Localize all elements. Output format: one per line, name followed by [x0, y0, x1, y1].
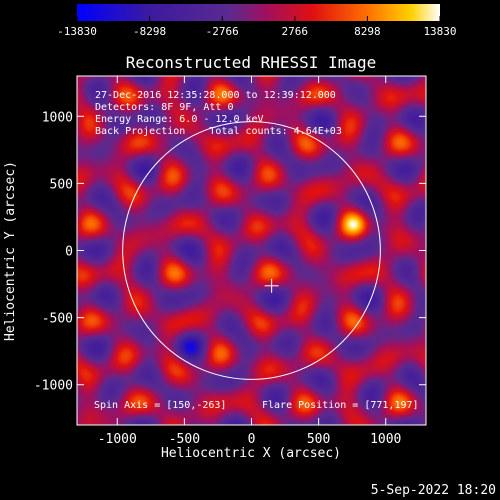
colorbar-tick-label: -8298 [133, 25, 166, 38]
heatmap-image [77, 76, 426, 425]
y-tick-label: -1000 [34, 379, 73, 394]
spin-axis-label: Spin Axis = [150,-263] [94, 400, 226, 411]
info-method-counts: Back Projection Total counts: 4.64E+03 [95, 126, 342, 137]
x-axis-tick-labels: -1000 -500 0 500 1000 [98, 432, 402, 447]
colorbar-tick-label: -2766 [206, 25, 239, 38]
info-time-range: 27-Dec-2016 12:35:28.000 to 12:39:12.000 [95, 90, 336, 101]
date-stamp: 5-Sep-2022 18:20 [371, 483, 496, 498]
y-axis-tick-labels: -1000 -500 0 500 1000 [34, 110, 73, 393]
observation-info: 27-Dec-2016 12:35:28.000 to 12:39:12.000… [95, 90, 342, 137]
info-detectors: Detectors: 8F 9F, Att 0 [95, 102, 233, 113]
x-tick-label: -500 [169, 432, 200, 447]
y-axis-label: Heliocentric Y (arcsec) [3, 161, 18, 341]
flare-position-label: Flare Position = [771,197] [262, 400, 419, 411]
x-tick-label: 500 [307, 432, 330, 447]
chart-title: Reconstructed RHESSI Image [126, 53, 376, 72]
y-axis-ticks [77, 115, 426, 386]
x-axis-label: Heliocentric X (arcsec) [161, 446, 341, 461]
y-tick-label: -500 [42, 312, 73, 327]
colorbar-tick-label: -13830 [57, 25, 97, 38]
x-tick-label: 0 [248, 432, 256, 447]
solar-disk-outline [122, 121, 381, 380]
colorbar-tick-label: 13830 [423, 25, 456, 38]
info-energy-range: Energy Range: 6.0 - 12.0 keV [95, 114, 264, 125]
spin-axis-marker [264, 278, 279, 293]
x-tick-label: 1000 [370, 432, 401, 447]
y-tick-label: 500 [50, 177, 73, 192]
colorbar-tick-label: 2766 [282, 25, 309, 38]
colorbar: -13830 -8298 -2766 2766 8298 13830 [57, 4, 457, 38]
colorbar-ticks [76, 16, 441, 21]
colorbar-tick-labels: -13830 -8298 -2766 2766 8298 13830 [57, 25, 456, 38]
colorbar-gradient [77, 4, 440, 21]
colorbar-tick-label: 8298 [354, 25, 381, 38]
y-tick-label: 1000 [42, 110, 73, 125]
x-tick-label: -1000 [98, 432, 137, 447]
x-axis-ticks [116, 76, 387, 425]
y-tick-label: 0 [65, 245, 73, 260]
heatmap-raster [77, 76, 426, 425]
